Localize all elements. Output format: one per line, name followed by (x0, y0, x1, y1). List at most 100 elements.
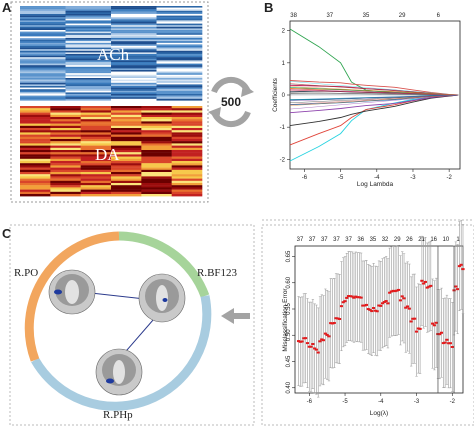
heatmap-cell (65, 57, 112, 59)
heatmap-cell (171, 185, 203, 188)
heatmap-cell (141, 114, 172, 118)
heatmap-cell (80, 187, 112, 190)
heatmap-cell (65, 44, 112, 47)
heatmap-cell (20, 41, 66, 43)
heatmap-cell (80, 167, 112, 170)
cv-point (305, 342, 310, 345)
cv-x-tick: -5 (342, 399, 348, 405)
heatmap-cell (20, 78, 66, 80)
cv-top-tick: 35 (370, 237, 377, 243)
heatmap-cell (20, 134, 51, 137)
heatmap-cell (141, 106, 172, 109)
heatmap-cell (50, 128, 81, 131)
heatmap-cell (156, 50, 203, 53)
heatmap-cell (80, 180, 112, 184)
heatmap-cell (65, 7, 112, 10)
heatmap-cell (80, 165, 112, 168)
heatmap-cell (171, 145, 203, 148)
heatmap-cell (156, 17, 203, 19)
heatmap-cell (171, 178, 203, 181)
heatmap-cell (65, 98, 112, 101)
heatmap-cell (111, 130, 142, 133)
heatmap-cell (171, 167, 203, 170)
cv-point (347, 295, 351, 298)
heatmap-cell (141, 172, 172, 175)
cv-point (327, 335, 331, 338)
heatmap-cell (20, 86, 66, 88)
heatmap-cell (20, 180, 51, 184)
heatmap-cell (20, 185, 51, 188)
heatmap-cell (141, 145, 172, 148)
heatmap-cell (20, 125, 51, 129)
heatmap-cell (171, 139, 203, 142)
heatmap-cell (20, 82, 66, 85)
heatmap-cell (141, 178, 172, 181)
lasso-y-tick: -1 (280, 125, 286, 131)
heatmap-cell (171, 147, 203, 151)
heatmap-cell (65, 41, 112, 43)
heatmap-cell (50, 132, 81, 135)
heatmap-cell (156, 89, 203, 91)
heatmap-cell (156, 42, 203, 45)
cv-point (423, 280, 428, 283)
heatmap-cell (20, 84, 66, 87)
heatmap-cell (20, 33, 66, 35)
cv-point (461, 268, 465, 271)
heatmap-cell (65, 42, 112, 45)
heatmap-cell (20, 87, 66, 90)
heatmap-cell (171, 114, 203, 118)
heatmap-cell (171, 156, 203, 159)
cycle-arrow-icon (208, 76, 254, 128)
cv-point (441, 342, 445, 345)
lasso-x-tick: -2 (446, 175, 452, 181)
cv-point (372, 307, 376, 310)
heatmap-cell (80, 141, 112, 144)
cv-error-points (296, 219, 465, 398)
heatmap-cell (20, 26, 66, 29)
heatmap-cell (20, 114, 51, 118)
heatmap-cell (111, 176, 142, 179)
heatmap-cell (141, 147, 172, 151)
heatmap-cell (20, 187, 51, 190)
heatmap-cell (20, 167, 51, 170)
cv-point (352, 296, 356, 299)
heatmap-cell (111, 178, 142, 181)
heatmap-cell (171, 132, 203, 135)
heatmap-cell (50, 145, 81, 148)
heatmap-cell (111, 52, 157, 55)
lasso-top-tick: 6 (437, 13, 441, 19)
heatmap-cell (65, 82, 112, 85)
heatmap-cell (111, 94, 157, 96)
cv-point (393, 290, 397, 293)
cv-point (375, 310, 379, 313)
cv-top-tick: 10 (443, 237, 450, 243)
heatmap-cell (111, 22, 157, 24)
heatmap-da-label: DA (95, 145, 120, 164)
heatmap-cell (141, 117, 172, 120)
heatmap-cell (20, 74, 66, 77)
heatmap-cell (20, 10, 66, 13)
heatmap-cell (111, 189, 142, 192)
heatmap-cell (50, 161, 81, 164)
lasso-ylabel: Coefficients (272, 77, 279, 112)
cv-point (445, 338, 449, 341)
heatmap-cell (80, 134, 112, 137)
cv-point (354, 295, 358, 298)
cv-top-tick: 37 (297, 237, 304, 243)
heatmap-cell (141, 161, 172, 164)
heatmap-cell (111, 25, 157, 27)
heatmap-cell (141, 165, 172, 168)
heatmap-cell (111, 82, 157, 85)
heatmap-cell (111, 152, 142, 155)
heatmap-cell (65, 10, 112, 13)
heatmap-cell (20, 54, 66, 56)
heatmap-cell (65, 90, 112, 93)
cv-y-tick: 0.50 (286, 329, 292, 341)
heatmap-cell (20, 81, 66, 83)
heatmap-cell (80, 147, 112, 151)
heatmap-cell (65, 33, 112, 35)
heatmap-cell (111, 98, 157, 101)
heatmap-cell (111, 136, 142, 140)
heatmap-cell (156, 66, 203, 69)
